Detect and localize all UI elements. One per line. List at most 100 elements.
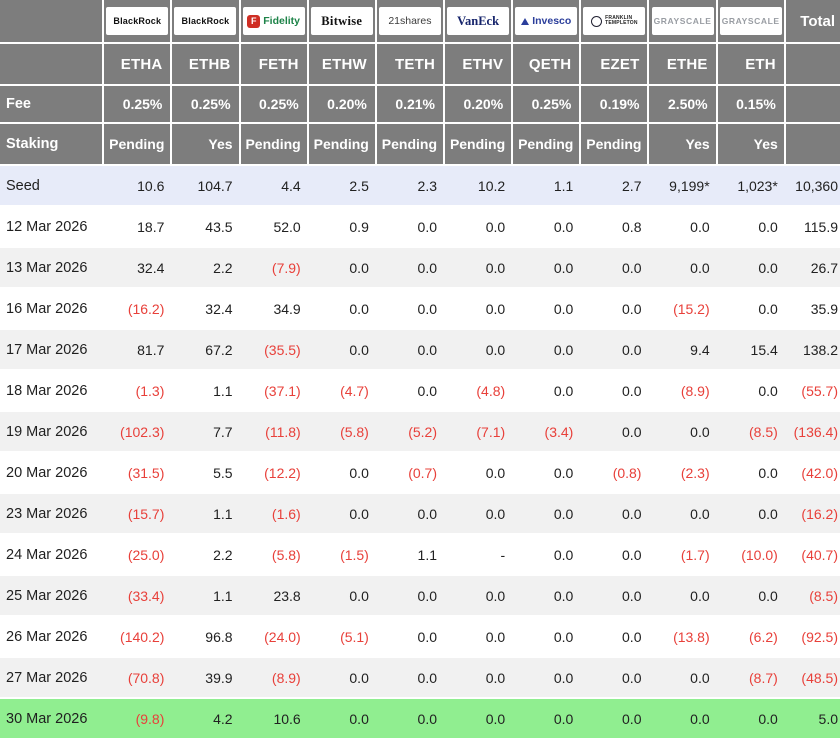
fidelity-f-icon: F: [247, 14, 261, 28]
bitwise-logo: Bitwise: [310, 7, 373, 35]
flow-row: 13 Mar 2026 32.4 2.2 (7.9) 0.0 0.0 0.0 0.0 0.0 0.…: [0, 248, 840, 289]
flow-value-cell: 0.0: [717, 289, 786, 330]
flow-value-cell: 0.0: [581, 576, 650, 617]
provider-logo-cell: GRAYSCALE: [649, 0, 718, 44]
flow-value-cell: 0.0: [649, 658, 718, 699]
flow-value-cell: 0.0: [308, 330, 377, 371]
flow-value-cell: 0.0: [513, 658, 582, 699]
flow-value-cell: (5.2): [376, 412, 446, 453]
flow-value-cell: 0.0: [376, 207, 446, 248]
flow-row: 20 Mar 2026 (31.5) 5.5 (12.2) 0.0 (0.7) 0.0 0.0…: [0, 453, 840, 494]
fee-cell: 0.20%: [308, 86, 377, 124]
ticker-total-empty-cell: [785, 44, 840, 86]
flow-value-cell: 0.0: [717, 248, 786, 289]
flow-value-cell: (5.8): [308, 412, 377, 453]
flow-value-cell: (16.2): [104, 289, 173, 330]
flow-value-cell: 34.9: [240, 289, 309, 330]
total-value-cell: 115.9: [785, 207, 840, 248]
franklin-templeton-logo: FRANKLIN TEMPLETON: [583, 7, 646, 35]
staking-cell: Pending: [104, 124, 173, 166]
grayscale-wordmark: GRAYSCALE: [721, 16, 780, 26]
flow-value-cell: -: [445, 535, 514, 576]
flow-value-cell: 96.8: [172, 617, 241, 658]
flow-value-cell: 0.0: [649, 248, 718, 289]
flow-value-cell: 0.0: [445, 658, 514, 699]
flow-value-cell: 0.0: [445, 330, 514, 371]
flow-value-cell: 0.0: [513, 699, 582, 740]
fee-row: Fee 0.25% 0.25% 0.25% 0.20% 0.21% 0.20% 0.25% 0.…: [0, 86, 840, 124]
flow-value-cell: 0.0: [308, 494, 377, 535]
fee-cell: 0.19%: [581, 86, 650, 124]
flow-value-cell: 4.2: [172, 699, 241, 740]
flow-value-cell: 43.5: [172, 207, 241, 248]
total-value-cell: 26.7: [785, 248, 840, 289]
ticker-cell: FETH: [240, 44, 309, 86]
flow-value-cell: 0.0: [581, 289, 650, 330]
flow-value-cell: 0.0: [445, 617, 514, 658]
flow-value-cell: 2.7: [581, 166, 650, 207]
corner-cell: [0, 44, 105, 86]
flow-row: 19 Mar 2026 (102.3) 7.7 (11.8) (5.8) (5.2) (7.…: [0, 412, 840, 453]
fee-total-empty-cell: [785, 86, 840, 124]
flow-value-cell: (102.3): [104, 412, 173, 453]
flow-value-cell: (2.3): [649, 453, 718, 494]
flow-value-cell: 10.2: [445, 166, 514, 207]
flow-row: 27 Mar 2026 (70.8) 39.9 (8.9) 0.0 0.0 0.0 0.0 0.…: [0, 658, 840, 699]
flow-value-cell: 2.2: [172, 248, 241, 289]
flow-value-cell: 2.3: [376, 166, 446, 207]
flow-value-cell: (7.1): [445, 412, 514, 453]
flow-value-cell: (11.8): [240, 412, 309, 453]
total-value-cell: (40.7): [785, 535, 840, 576]
total-value-cell: (48.5): [785, 658, 840, 699]
flow-value-cell: (8.7): [717, 658, 786, 699]
row-label-cell: 24 Mar 2026: [0, 535, 105, 576]
staking-cell: Yes: [649, 124, 718, 166]
21shares-wordmark: 21shares: [388, 15, 432, 27]
ticker-cell: ETHB: [172, 44, 241, 86]
flow-value-cell: (13.8): [649, 617, 718, 658]
fidelity-wordmark: Fidelity: [263, 15, 300, 27]
flow-row: 23 Mar 2026 (15.7) 1.1 (1.6) 0.0 0.0 0.0 0.0 0.0…: [0, 494, 840, 535]
fee-cell: 0.25%: [240, 86, 309, 124]
flow-row: Seed 10.6 104.7 4.4 2.5 2.3 10.2 1.1 2.7 9,199* 1,…: [0, 166, 840, 207]
flow-value-cell: 1.1: [513, 166, 582, 207]
flow-value-cell: 0.0: [649, 494, 718, 535]
flow-row: 24 Mar 2026 (25.0) 2.2 (5.8) (1.5) 1.1-0.0 0.0…: [0, 535, 840, 576]
flow-value-cell: 1.1: [376, 535, 446, 576]
provider-logo-cell: VanEck: [445, 0, 514, 44]
flow-value-cell: 0.0: [445, 289, 514, 330]
flow-value-cell: (37.1): [240, 371, 309, 412]
flow-value-cell: 0.0: [445, 576, 514, 617]
provider-logo-cell: FRANKLIN TEMPLETON: [581, 0, 650, 44]
flow-value-cell: (0.7): [376, 453, 446, 494]
total-value-cell: 35.9: [785, 289, 840, 330]
flow-row: 30 Mar 2026 (9.8) 4.2 10.6 0.0 0.0 0.0 0.0 0.0 0.…: [0, 699, 840, 740]
flow-value-cell: 0.0: [376, 248, 446, 289]
flow-value-cell: (6.2): [717, 617, 786, 658]
row-label-cell: 20 Mar 2026: [0, 453, 105, 494]
flow-value-cell: (4.8): [445, 371, 514, 412]
flow-value-cell: 0.0: [581, 494, 650, 535]
total-column-header: Total: [785, 0, 840, 44]
flow-value-cell: 0.0: [376, 371, 446, 412]
flow-value-cell: 0.0: [717, 699, 786, 740]
flow-value-cell: 0.0: [513, 207, 582, 248]
row-label-cell: 12 Mar 2026: [0, 207, 105, 248]
provider-logo-cell: Invesco: [513, 0, 582, 44]
flow-value-cell: 0.0: [581, 535, 650, 576]
staking-cell: Pending: [513, 124, 582, 166]
flow-value-cell: 0.0: [513, 289, 582, 330]
total-value-cell: (16.2): [785, 494, 840, 535]
flow-value-cell: (8.5): [717, 412, 786, 453]
flow-value-cell: (24.0): [240, 617, 309, 658]
ticker-cell: TETH: [376, 44, 446, 86]
fee-row-label: Fee: [0, 86, 105, 124]
flow-value-cell: 9.4: [649, 330, 718, 371]
flow-value-cell: 0.0: [376, 699, 446, 740]
ticker-cell: EZET: [581, 44, 650, 86]
flow-row: 25 Mar 2026 (33.4) 1.1 23.8 0.0 0.0 0.0 0.0 0.0 0…: [0, 576, 840, 617]
total-value-cell: 10,360: [785, 166, 840, 207]
blackrock-wordmark: BlackRock: [181, 16, 230, 26]
flow-value-cell: 23.8: [240, 576, 309, 617]
